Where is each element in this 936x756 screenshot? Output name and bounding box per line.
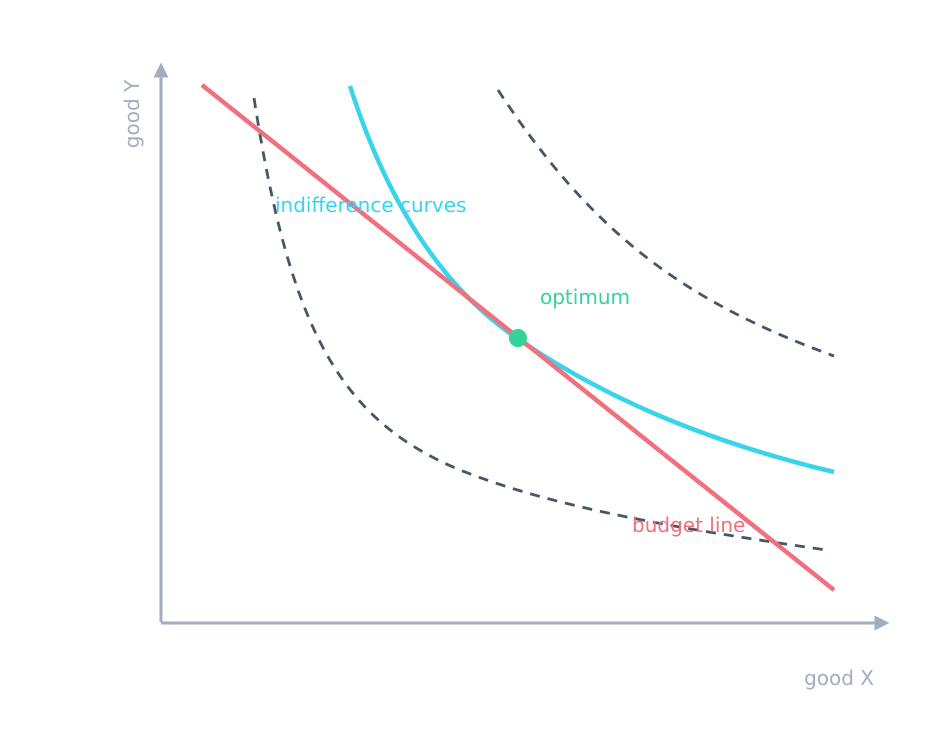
indifference-curve-main (347, 85, 835, 475)
optimum-label: optimum (540, 285, 630, 309)
indifference-curves-label: indifference curves (275, 193, 466, 217)
optimum-point (509, 329, 527, 347)
indifference-curve-low (252, 97, 827, 552)
x-axis-label: good X (804, 666, 874, 690)
budget-line-label: budget line (632, 513, 745, 537)
y-axis-label: good Y (120, 79, 144, 148)
indifference-curve-high (496, 89, 835, 358)
